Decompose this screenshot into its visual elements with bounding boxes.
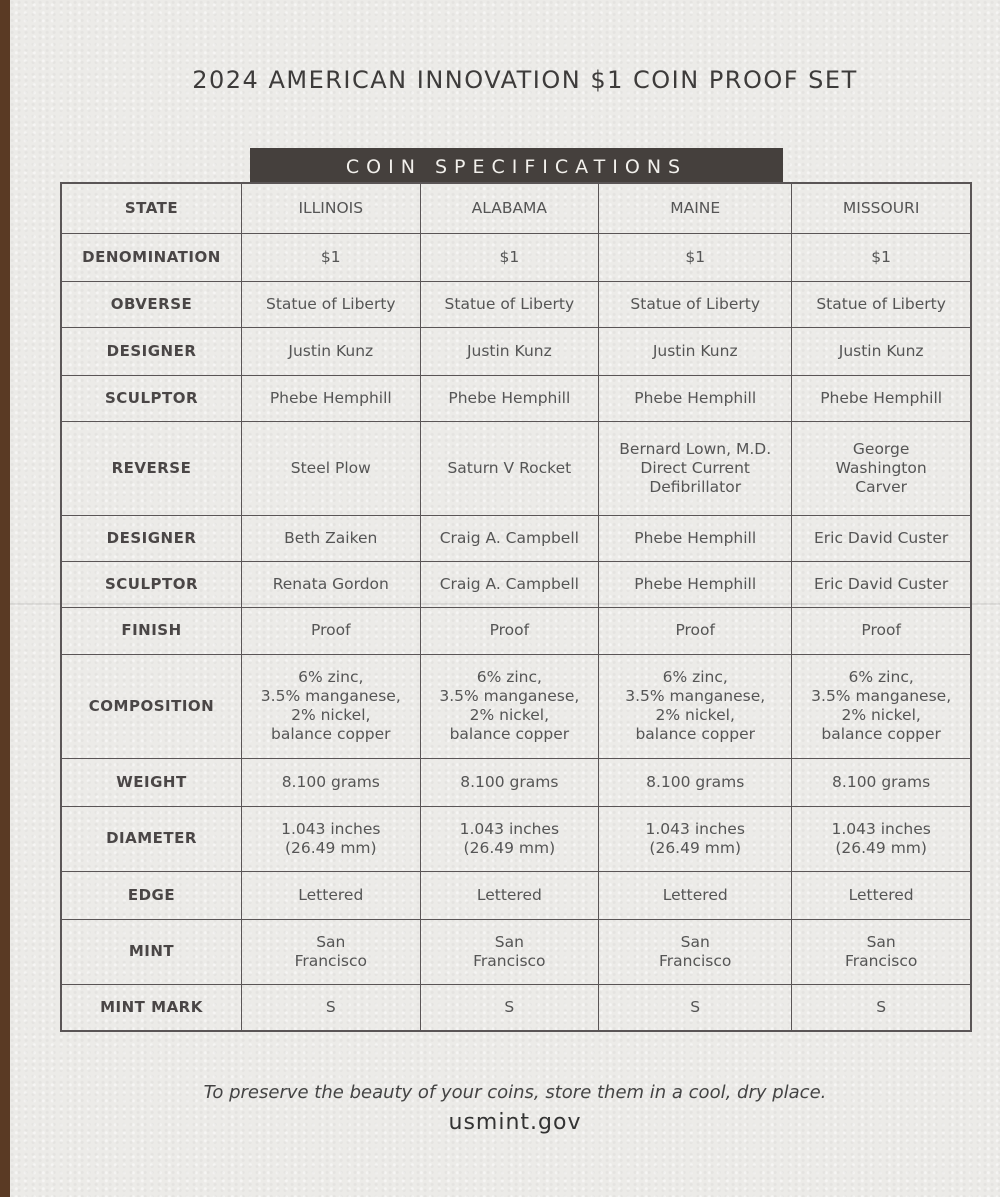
table-row: EDGE Lettered Lettered Lettered Lettered xyxy=(60,870,972,920)
table-cell: San Francisco xyxy=(241,918,421,985)
table-cell: 6% zinc, 3.5% manganese, 2% nickel, bala… xyxy=(241,653,421,759)
table-cell: Justin Kunz xyxy=(598,326,793,376)
table-cell: MAINE xyxy=(598,182,793,234)
section-banner: COIN SPECIFICATIONS xyxy=(250,148,783,184)
row-label: SCULPTOR xyxy=(60,560,242,608)
table-cell: Statue of Liberty xyxy=(241,280,421,328)
table-cell: S xyxy=(598,983,793,1032)
table-cell: $1 xyxy=(598,232,793,282)
table-cell: S xyxy=(791,983,972,1032)
table-cell: 8.100 grams xyxy=(419,757,600,807)
table-cell: ALABAMA xyxy=(419,182,600,234)
table-cell: $1 xyxy=(419,232,600,282)
row-label: STATE xyxy=(60,182,242,234)
table-cell: Statue of Liberty xyxy=(791,280,972,328)
table-cell: 8.100 grams xyxy=(791,757,972,807)
spec-table: STATE ILLINOIS ALABAMA MAINE MISSOURI DENOMIN… xyxy=(60,182,972,1032)
row-label: REVERSE xyxy=(60,420,242,516)
table-cell: Justin Kunz xyxy=(419,326,600,376)
table-cell: Statue of Liberty xyxy=(598,280,793,328)
row-label: MINT xyxy=(60,918,242,985)
table-cell: San Francisco xyxy=(791,918,972,985)
table-cell: 1.043 inches (26.49 mm) xyxy=(598,805,793,872)
table-cell: San Francisco xyxy=(598,918,793,985)
table-row: COMPOSITION 6% zinc, 3.5% manganese, 2% n… xyxy=(60,653,972,759)
table-cell: Eric David Custer xyxy=(791,514,972,562)
table-cell: Proof xyxy=(419,606,600,655)
table-row: SCULPTOR Renata Gordon Craig A. Campbell Ph… xyxy=(60,560,972,608)
table-row: SCULPTOR Phebe Hemphill Phebe Hemphill Pheb… xyxy=(60,374,972,422)
table-cell: Phebe Hemphill xyxy=(791,374,972,422)
table-cell: Steel Plow xyxy=(241,420,421,516)
row-label: SCULPTOR xyxy=(60,374,242,422)
table-cell: S xyxy=(419,983,600,1032)
table-cell: George Washington Carver xyxy=(791,420,972,516)
row-label: DENOMINATION xyxy=(60,232,242,282)
row-label: COMPOSITION xyxy=(60,653,242,759)
table-cell: Saturn V Rocket xyxy=(419,420,600,516)
table-cell: Craig A. Campbell xyxy=(419,514,600,562)
table-row: STATE ILLINOIS ALABAMA MAINE MISSOURI xyxy=(60,182,972,234)
table-row: WEIGHT 8.100 grams 8.100 grams 8.100 grams 8… xyxy=(60,757,972,807)
table-cell: San Francisco xyxy=(419,918,600,985)
website-url: usmint.gov xyxy=(448,1110,582,1135)
table-cell: Statue of Liberty xyxy=(419,280,600,328)
table-row: DESIGNER Beth Zaiken Craig A. Campbell Pheb… xyxy=(60,514,972,562)
table-cell: Phebe Hemphill xyxy=(598,514,793,562)
table-cell: Proof xyxy=(791,606,972,655)
table-row: OBVERSE Statue of Liberty Statue of Libert… xyxy=(60,280,972,328)
table-cell: 6% zinc, 3.5% manganese, 2% nickel, bala… xyxy=(791,653,972,759)
table-cell: Lettered xyxy=(241,870,421,920)
table-cell: Proof xyxy=(598,606,793,655)
spec-card: 2024 AMERICAN INNOVATION $1 COIN PROOF S… xyxy=(10,0,1000,1197)
row-label: FINISH xyxy=(60,606,242,655)
table-cell: Proof xyxy=(241,606,421,655)
table-row: DESIGNER Justin Kunz Justin Kunz Justin Kun… xyxy=(60,326,972,376)
row-label: WEIGHT xyxy=(60,757,242,807)
table-cell: Justin Kunz xyxy=(791,326,972,376)
row-label: OBVERSE xyxy=(60,280,242,328)
table-cell: 6% zinc, 3.5% manganese, 2% nickel, bala… xyxy=(598,653,793,759)
table-cell: 8.100 grams xyxy=(598,757,793,807)
table-row: REVERSE Steel Plow Saturn V Rocket Bernard … xyxy=(60,420,972,516)
table-cell: 8.100 grams xyxy=(241,757,421,807)
table-cell: S xyxy=(241,983,421,1032)
table-cell: Lettered xyxy=(598,870,793,920)
table-cell: Beth Zaiken xyxy=(241,514,421,562)
table-cell: Eric David Custer xyxy=(791,560,972,608)
table-cell: Justin Kunz xyxy=(241,326,421,376)
table-cell: 6% zinc, 3.5% manganese, 2% nickel, bala… xyxy=(419,653,600,759)
table-row: FINISH Proof Proof Proof Proof xyxy=(60,606,972,655)
table-cell: ILLINOIS xyxy=(241,182,421,234)
table-cell: 1.043 inches (26.49 mm) xyxy=(419,805,600,872)
table-cell: Renata Gordon xyxy=(241,560,421,608)
table-row: MINT San Francisco San Francisco San Franci… xyxy=(60,918,972,985)
row-label: DESIGNER xyxy=(60,326,242,376)
table-cell: 1.043 inches (26.49 mm) xyxy=(241,805,421,872)
row-label: EDGE xyxy=(60,870,242,920)
table-cell: Phebe Hemphill xyxy=(241,374,421,422)
page-title: 2024 AMERICAN INNOVATION $1 COIN PROOF S… xyxy=(192,66,858,94)
table-cell: Phebe Hemphill xyxy=(419,374,600,422)
row-label: MINT MARK xyxy=(60,983,242,1032)
table-cell: MISSOURI xyxy=(791,182,972,234)
row-label: DIAMETER xyxy=(60,805,242,872)
table-cell: $1 xyxy=(791,232,972,282)
table-row: DENOMINATION $1 $1 $1 $1 xyxy=(60,232,972,282)
care-note: To preserve the beauty of your coins, st… xyxy=(203,1082,827,1103)
table-cell: Lettered xyxy=(791,870,972,920)
table-cell: $1 xyxy=(241,232,421,282)
table-row: MINT MARK S S S S xyxy=(60,983,972,1032)
table-cell: 1.043 inches (26.49 mm) xyxy=(791,805,972,872)
table-cell: Phebe Hemphill xyxy=(598,560,793,608)
table-cell: Lettered xyxy=(419,870,600,920)
table-cell: Bernard Lown, M.D. Direct Current Defibr… xyxy=(598,420,793,516)
table-cell: Phebe Hemphill xyxy=(598,374,793,422)
table-cell: Craig A. Campbell xyxy=(419,560,600,608)
row-label: DESIGNER xyxy=(60,514,242,562)
table-row: DIAMETER 1.043 inches (26.49 mm) 1.043 inc… xyxy=(60,805,972,872)
